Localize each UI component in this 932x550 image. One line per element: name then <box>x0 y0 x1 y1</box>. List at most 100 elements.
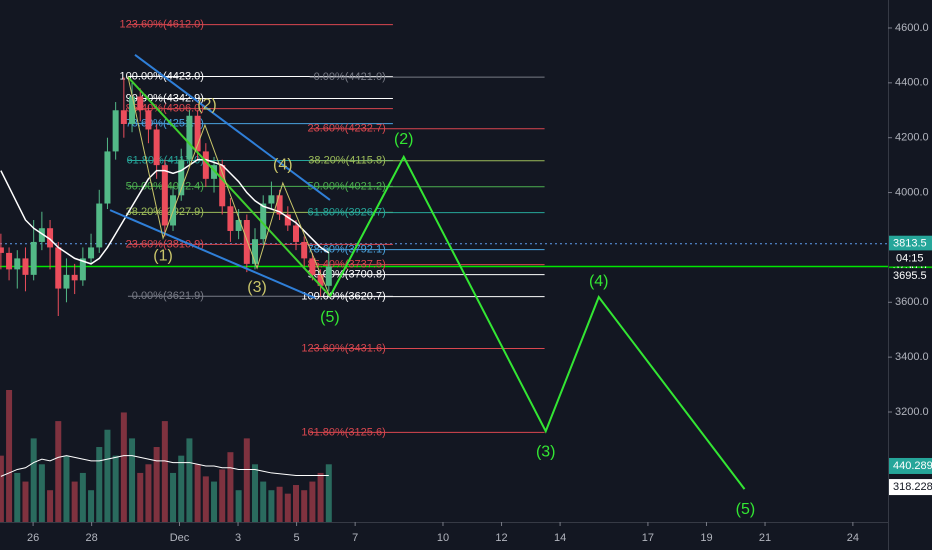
volume-bar <box>219 469 226 522</box>
volume-bar <box>202 476 209 522</box>
volume-bar <box>30 438 37 522</box>
volume-bar <box>71 481 78 522</box>
candle-body <box>252 239 259 264</box>
plot-area: 123.60%(4612.0)100.00%(4423.0)90.00%(434… <box>0 19 888 522</box>
wave-label: (2) <box>394 131 414 148</box>
wave-label: (1) <box>153 247 173 264</box>
volume-bar <box>137 472 144 522</box>
candle-body <box>153 129 160 166</box>
candle-body <box>186 115 193 160</box>
candle-body <box>79 258 86 281</box>
fib-label: 85.40%(4306.0) <box>126 103 204 115</box>
y-tick-label: 4400.0 <box>895 77 929 89</box>
volume-bar <box>227 452 234 522</box>
wave-label: (3) <box>247 279 267 296</box>
volume-bar <box>301 490 308 522</box>
candle-body <box>6 252 13 270</box>
candle-body <box>309 258 316 275</box>
axis-badge-label: 440.289M <box>893 460 932 472</box>
fib-label: 100.00%(4423.0) <box>120 70 204 82</box>
candle-body <box>38 228 45 242</box>
countdown-badge <box>889 250 932 267</box>
axis-badge-label: 3813.5 <box>893 238 927 250</box>
candle-body <box>14 258 21 270</box>
volume-bar <box>6 390 13 522</box>
y-tick-label: 3400.0 <box>895 351 929 363</box>
volume-bar <box>325 464 332 522</box>
candle-body <box>112 110 119 152</box>
candle-body <box>88 247 95 259</box>
volume-bar <box>0 455 4 522</box>
volume-ma-line <box>0 455 329 477</box>
candle-body <box>30 241 37 275</box>
volume-bar <box>276 486 283 522</box>
candle-body <box>268 195 275 204</box>
x-tick-label: 28 <box>86 532 98 544</box>
fib-label: 23.60%(4232.7) <box>307 123 385 135</box>
candle-body <box>293 225 299 242</box>
fib-label: 123.60%(3431.6) <box>301 342 385 354</box>
x-tick-label: 21 <box>759 532 771 544</box>
axis-badge <box>889 268 932 285</box>
x-tick-label: Dec <box>170 532 190 544</box>
volume-bar <box>178 455 185 522</box>
y-tick-label: 3600.0 <box>895 296 929 308</box>
x-tick-label: 12 <box>495 532 507 544</box>
y-tick-label: 4200.0 <box>895 132 929 144</box>
x-tick-label: 10 <box>437 532 449 544</box>
volume-bar <box>243 438 250 522</box>
candle-body <box>260 203 267 240</box>
fib-label: 61.80%(3926.7) <box>307 207 385 219</box>
countdown-label: 04:15 <box>896 252 924 264</box>
candle-body <box>55 247 62 289</box>
volume-bar <box>55 421 62 522</box>
fib-label: 0.00%(3621.9) <box>132 290 204 302</box>
candle-body <box>0 247 4 253</box>
y-tick-label: 4000.0 <box>895 186 929 198</box>
volume-bar <box>22 481 29 522</box>
candle-body <box>243 219 250 264</box>
x-tick-label: 19 <box>700 532 712 544</box>
volume-bar <box>47 490 54 522</box>
candle-body <box>301 241 308 259</box>
volume-bar <box>260 481 267 522</box>
volume-bar <box>14 472 21 522</box>
trend-line <box>134 54 331 201</box>
x-tick-label: 7 <box>352 532 358 544</box>
x-tick-label: 17 <box>642 532 654 544</box>
volume-bar <box>284 493 291 522</box>
volume-bar <box>120 412 127 522</box>
x-tick-label: 14 <box>554 532 566 544</box>
volume-bar <box>170 472 177 522</box>
volume-bar <box>88 490 95 522</box>
x-tick-label: 24 <box>847 532 859 544</box>
volume-bar <box>186 438 193 522</box>
candle-body <box>227 206 234 231</box>
fib-label: 38.20%(4115.8) <box>308 155 385 167</box>
fib-label: 100.00%(3620.7) <box>301 291 385 303</box>
volume-bar <box>112 455 119 522</box>
volume-bar <box>309 481 316 522</box>
candle-body <box>194 115 201 152</box>
wave-label: (4) <box>589 273 609 290</box>
candle-body <box>325 266 332 286</box>
volume-bar <box>153 447 160 522</box>
volume-bar <box>63 455 70 522</box>
wave-label: (2) <box>197 96 217 113</box>
volume-bar <box>211 481 218 522</box>
candle-body <box>96 203 103 248</box>
wave-label: (3) <box>536 443 556 460</box>
volume-bar <box>252 464 259 522</box>
axis-badge-label: 3695.5 <box>893 270 927 282</box>
candle-body <box>276 195 283 215</box>
fib-label: 161.80%(3125.6) <box>301 426 385 438</box>
volume-bar <box>268 490 275 522</box>
candle-body <box>104 151 111 204</box>
candle-body <box>178 159 185 196</box>
candle-body <box>22 258 29 275</box>
candle-body <box>235 219 242 231</box>
wave-label: (5) <box>320 309 340 326</box>
volume-bar <box>104 429 111 522</box>
candle-body <box>71 274 78 281</box>
